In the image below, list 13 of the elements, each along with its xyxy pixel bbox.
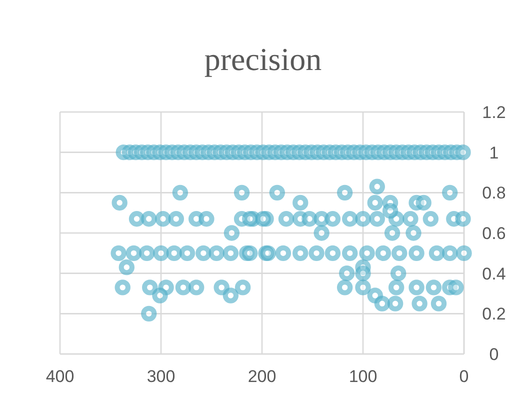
x-tick-label: 100 [348,367,378,386]
x-tick-label: 0 [459,367,469,386]
chart-title: precision [204,41,322,77]
y-tick-label: 1.2 [482,103,506,122]
y-tick-label: 0 [489,345,499,364]
y-tick-label: 0.2 [482,304,506,324]
x-tick-label: 400 [46,367,74,386]
x-tick-label: 200 [248,367,276,386]
y-tick-label: 1 [489,143,499,162]
x-tick-label: 300 [146,367,176,386]
y-tick-label: 0.6 [482,224,506,243]
y-tick-label: 0.8 [482,184,506,203]
y-tick-label: 0.4 [482,264,506,284]
